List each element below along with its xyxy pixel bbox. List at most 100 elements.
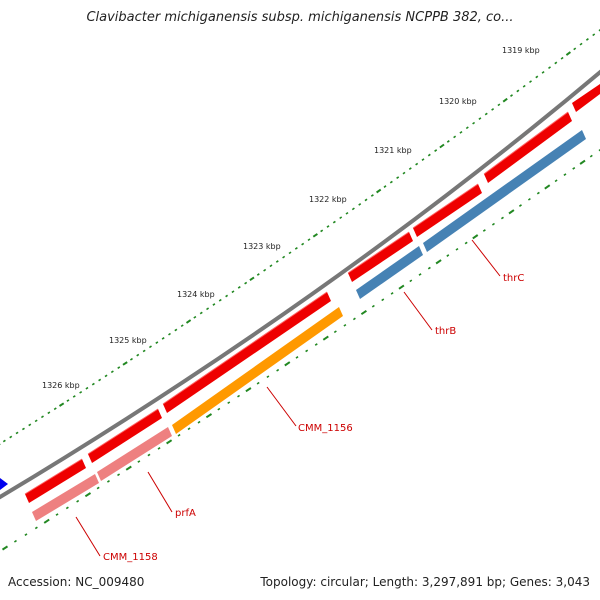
gene-forward-3[interactable] [163,292,331,413]
inner-tick [589,154,593,158]
ruler-labels: 1319 kbp 1320 kbp 1321 kbp 1322 kbp 1323… [42,46,540,390]
outer-tick [9,435,13,439]
outer-tick [320,229,324,233]
outer-tick [142,349,146,353]
inner-tick [1,545,9,551]
gene-forward-6[interactable] [484,112,572,183]
inner-tick [435,259,442,265]
outer-tick [256,273,260,276]
gene-label-cmm-1158[interactable]: CMM_1158 [103,552,158,563]
gene-forward-2[interactable] [88,409,162,463]
outer-tick [212,303,216,306]
outer-tick [554,61,558,65]
inner-tick [554,179,558,183]
outer-tick [465,126,469,130]
outer-tick [389,180,393,184]
accession-text: Accession: NC_009480 [8,575,145,589]
cds-cmm-1158[interactable] [32,474,99,521]
outer-tick [34,419,38,423]
cds-thrc[interactable] [423,130,586,252]
inner-tick [472,234,479,240]
inner-tick [527,197,531,201]
tick-label-1321: 1321 kbp [374,146,412,155]
tick-label-1319: 1319 kbp [502,46,540,55]
inner-tick [157,447,161,450]
outer-tick [104,374,108,378]
outer-tick [510,94,513,97]
outer-tick [244,281,248,285]
gene-forward-5[interactable] [413,184,482,237]
inner-tick [572,167,576,170]
outer-tick [446,140,450,143]
outer-tick [249,276,255,282]
outer-tick [85,386,89,390]
inner-tick [117,473,121,477]
label-leaders [75,239,501,557]
gene-label-thrc[interactable]: thrC [503,273,524,284]
outer-tick [110,370,114,374]
outer-tick [383,185,387,188]
cds-cmm-1156[interactable] [172,307,343,434]
outer-tick [502,97,508,103]
inner-tick [536,191,540,195]
outer-tick [161,337,165,340]
outer-tick [332,220,336,224]
cds-thrb[interactable] [356,246,423,299]
cds-prfa[interactable] [97,427,172,481]
inner-tick [217,407,221,411]
outer-tick [218,298,222,302]
outer-tick [193,315,197,319]
outer-tick [376,188,382,194]
inner-tick [43,518,50,524]
outer-tick [185,319,192,324]
partial-feature-left[interactable] [0,478,8,490]
inner-tick [177,433,181,437]
inner-tick [482,229,486,232]
gene-label-prfa[interactable]: prfA [175,508,196,519]
tick-label-1324: 1324 kbp [177,290,215,299]
outer-tick [339,216,343,220]
inner-tick [544,184,551,190]
outer-tick [592,33,596,37]
inner-tick [333,330,337,334]
map-title: Clavibacter michiganensis subsp. michiga… [86,10,514,25]
tick-label-1322: 1322 kbp [309,195,347,204]
inner-tick [409,279,413,283]
outer-tick [364,198,368,202]
outer-tick [459,130,463,134]
inner-tick [427,266,431,270]
inner-tick [314,343,318,346]
outer-tick [497,103,501,107]
outer-tick [288,251,292,255]
inner-tick [322,335,329,341]
outer-tick [548,66,551,70]
gene-labels: thrC thrB CMM_1156 prfA CMM_1158 [103,273,524,563]
gene-label-cmm-1156[interactable]: CMM_1156 [298,423,353,434]
gene-forward-4[interactable] [348,232,413,282]
cds-features [32,130,586,521]
outer-tick [66,399,70,402]
outer-tick [312,233,318,238]
inner-tick [598,149,600,152]
inner-tick [13,539,17,543]
outer-tick [541,70,545,74]
inner-tick [284,361,291,367]
outer-tick [345,211,349,215]
gene-forward-7[interactable] [572,84,600,112]
outer-tick [199,311,203,315]
inner-tick [390,292,394,295]
inner-tick [125,465,132,471]
outer-tick [484,112,488,116]
inner-tick [352,317,356,321]
inner-tick [245,387,252,393]
inner-tick [237,394,241,398]
inner-tick [197,420,201,424]
gene-forward-1[interactable] [25,459,86,503]
gene-label-thrb[interactable]: thrB [435,326,456,337]
outer-tick [579,42,583,46]
inner-tick [500,216,504,220]
inner-tick [76,499,80,503]
outer-tick [263,268,267,272]
